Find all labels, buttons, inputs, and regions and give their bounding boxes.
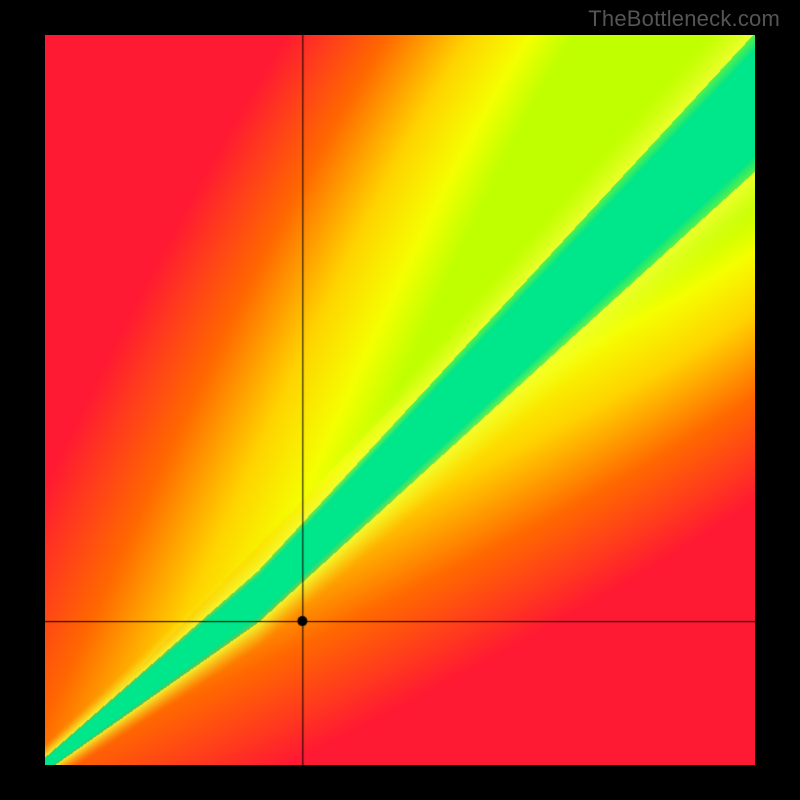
watermark-text: TheBottleneck.com	[588, 6, 780, 32]
plot-area	[45, 35, 755, 765]
chart-container: TheBottleneck.com	[0, 0, 800, 800]
heatmap-canvas	[45, 35, 755, 765]
